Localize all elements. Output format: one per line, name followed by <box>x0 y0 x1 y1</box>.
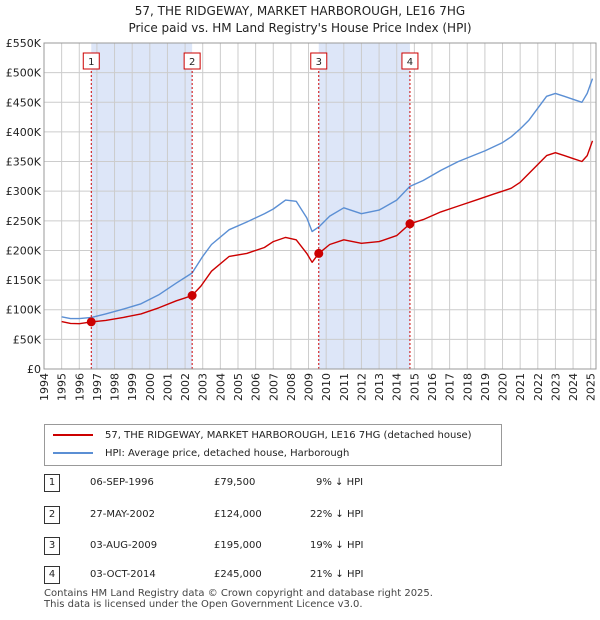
transaction-hpi: 9% ↓ HPI <box>316 477 364 488</box>
x-tick-label: 1995 <box>56 373 69 401</box>
sale-marker-box <box>401 52 419 70</box>
x-tick-label: 2013 <box>373 373 386 401</box>
plot-frame <box>43 42 597 370</box>
red-line-swatch <box>53 434 93 436</box>
x-tick-label: 2024 <box>567 373 580 401</box>
footer-copyright: Contains HM Land Registry data © Crown c… <box>44 588 433 599</box>
blue-line-swatch <box>53 452 93 454</box>
transaction-date: 03-AUG-2009 <box>90 540 158 551</box>
x-tick-label: 2004 <box>214 373 227 401</box>
hpi-line <box>61 78 594 320</box>
x-tick-label: 2008 <box>285 373 298 401</box>
transaction-hpi: 22% ↓ HPI <box>310 509 364 520</box>
transaction-hpi: 19% ↓ HPI <box>310 540 364 551</box>
transaction-number: 3 <box>44 537 60 555</box>
x-tick-label: 1997 <box>91 373 104 401</box>
sale-point <box>187 291 197 301</box>
transaction-date: 06-SEP-1996 <box>90 477 154 488</box>
x-tick-label: 2005 <box>232 373 245 401</box>
transaction-hpi: 21% ↓ HPI <box>310 569 364 580</box>
legend-item-hpi: HPI: Average price, detached house, Harb… <box>53 446 349 462</box>
sale-point <box>86 317 96 327</box>
sale-marker-label: 3 <box>316 57 322 68</box>
sale-marker-label: 1 <box>88 57 94 68</box>
x-tick-label: 2009 <box>303 373 316 401</box>
y-tick-label: £500K <box>6 67 42 80</box>
y-tick-label: £250K <box>6 215 42 228</box>
x-tick-label: 2000 <box>144 373 157 401</box>
y-tick-label: £50K <box>13 333 42 346</box>
x-tick-label: 2015 <box>408 373 421 401</box>
x-tick-label: 1994 <box>38 373 51 401</box>
x-tick-label: 1999 <box>126 373 139 401</box>
x-tick-label: 2017 <box>444 373 457 401</box>
transaction-number: 2 <box>44 506 60 524</box>
sale-marker-box <box>82 52 100 70</box>
x-tick-label: 2010 <box>320 373 333 401</box>
transaction-price: £124,000 <box>214 509 262 520</box>
y-tick-label: £200K <box>6 244 42 257</box>
x-tick-label: 2012 <box>355 373 368 401</box>
legend-item-property: 57, THE RIDGEWAY, MARKET HARBOROUGH, LE1… <box>53 428 472 444</box>
x-tick-label: 2006 <box>250 373 263 401</box>
price-chart: £0 £50K £100K £150K £200K £250K £300K £350K £400… <box>6 37 598 401</box>
shaded-period <box>91 43 193 369</box>
y-tick-label: £100K <box>6 304 42 317</box>
y-tick-label: £450K <box>6 96 42 109</box>
x-tick-label: 2021 <box>514 373 527 401</box>
x-tick-label: 1998 <box>109 373 122 401</box>
table-row: 4 03-OCT-2014 £245,000 21% ↓ HPI <box>44 566 564 584</box>
y-tick-label: £0 <box>27 363 41 376</box>
y-tick-label: £300K <box>6 185 42 198</box>
chart-title: 57, THE RIDGEWAY, MARKET HARBOROUGH, LE1… <box>134 4 466 18</box>
table-row: 3 03-AUG-2009 £195,000 19% ↓ HPI <box>44 537 564 555</box>
sale-marker-label: 4 <box>407 57 413 68</box>
y-tick-label: £400K <box>6 126 42 139</box>
x-tick-label: 2016 <box>426 373 439 401</box>
x-tick-label: 2007 <box>267 373 280 401</box>
table-row: 1 06-SEP-1996 £79,500 9% ↓ HPI <box>44 474 564 492</box>
y-tick-label: £350K <box>6 156 42 169</box>
transaction-number: 1 <box>44 474 60 492</box>
x-tick-label: 2002 <box>179 373 192 401</box>
x-tick-label: 2014 <box>391 373 404 401</box>
table-row: 2 27-MAY-2002 £124,000 22% ↓ HPI <box>44 506 564 524</box>
x-tick-label: 2019 <box>479 373 492 401</box>
x-tick-label: 2023 <box>549 373 562 401</box>
x-tick-label: 2025 <box>585 373 598 401</box>
legend-label-hpi: HPI: Average price, detached house, Harb… <box>105 448 350 459</box>
transaction-price: £79,500 <box>214 477 256 488</box>
transaction-date: 27-MAY-2002 <box>90 509 156 520</box>
x-tick-label: 2020 <box>497 373 510 401</box>
legend: 57, THE RIDGEWAY, MARKET HARBOROUGH, LE1… <box>44 424 502 466</box>
transaction-price: £195,000 <box>214 540 262 551</box>
x-tick-label: 2001 <box>161 373 174 401</box>
chart-subtitle: Price paid vs. HM Land Registry's House … <box>128 21 472 35</box>
transaction-date: 03-OCT-2014 <box>90 569 156 580</box>
x-tick-label: 2003 <box>197 373 210 401</box>
x-tick-label: 2022 <box>532 373 545 401</box>
transaction-price: £245,000 <box>214 569 262 580</box>
sale-point <box>405 219 415 229</box>
sale-point <box>314 248 324 258</box>
legend-label-property: 57, THE RIDGEWAY, MARKET HARBOROUGH, LE1… <box>105 430 472 441</box>
transaction-number: 4 <box>44 566 60 584</box>
property-price-line <box>61 140 594 325</box>
x-tick-label: 2011 <box>338 373 351 401</box>
sale-marker-box <box>310 52 328 70</box>
sale-marker-label: 2 <box>189 57 195 68</box>
shaded-period <box>318 43 410 369</box>
x-tick-label: 1996 <box>73 373 86 401</box>
footer: Contains HM Land Registry data © Crown c… <box>44 588 433 610</box>
x-tick-label: 2018 <box>461 373 474 401</box>
sale-marker-box <box>183 52 201 70</box>
y-tick-label: £550K <box>6 37 42 50</box>
y-tick-label: £150K <box>6 274 42 287</box>
footer-license: This data is licensed under the Open Gov… <box>44 599 363 610</box>
